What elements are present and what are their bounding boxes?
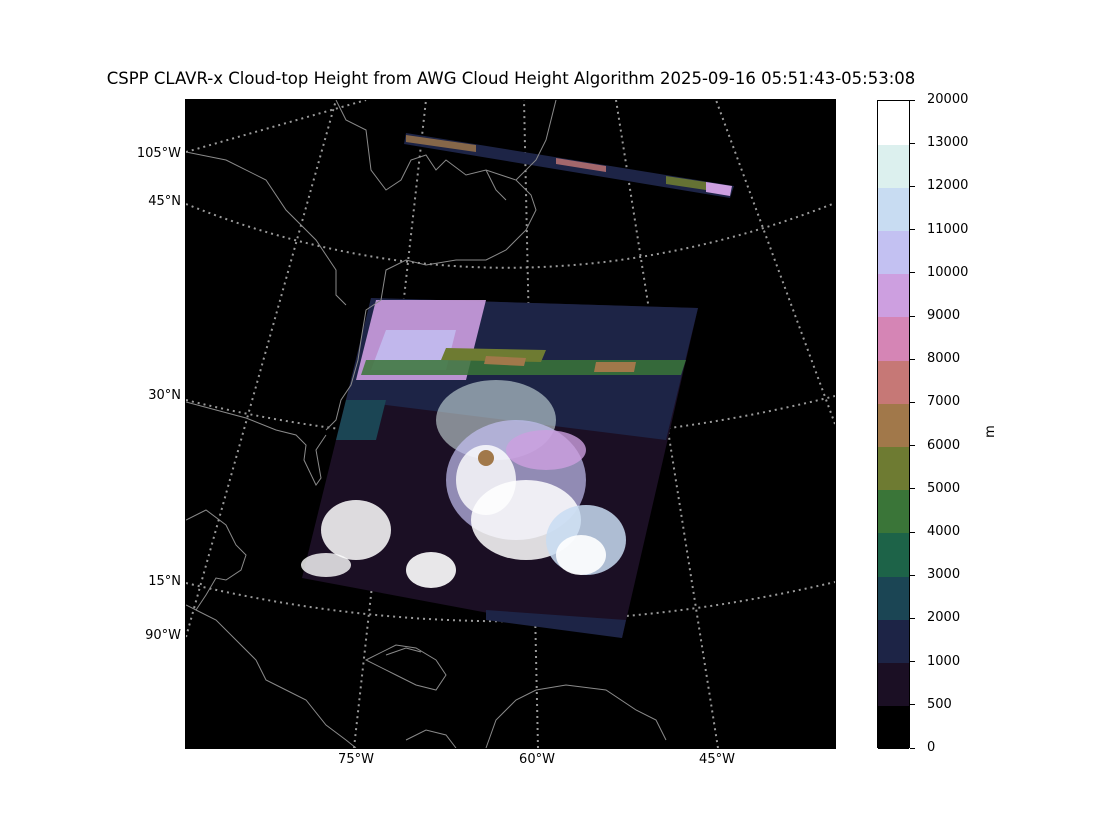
colorbar-tick xyxy=(910,531,915,533)
swath-main xyxy=(301,298,698,638)
meridian-30w xyxy=(715,100,835,425)
colorbar-bin xyxy=(878,403,909,448)
lon-label-105w: 105°W xyxy=(136,146,181,161)
parallel-45n xyxy=(186,202,835,269)
colorbar-bin xyxy=(878,619,909,664)
lon-label-45w: 45°W xyxy=(699,752,735,767)
colorbar-tick-label: 500 xyxy=(927,696,952,712)
colorbar-tick xyxy=(910,99,915,101)
colorbar-tick-label: 0 xyxy=(927,740,936,755)
colorbar-tick-label: 9000 xyxy=(927,308,961,323)
colorbar-tick-label: 1000 xyxy=(927,653,961,669)
colorbar-bin xyxy=(878,230,909,275)
colorbar-tick xyxy=(910,185,915,187)
lat-label-30n: 30°N xyxy=(148,388,181,403)
map-canvas xyxy=(186,100,835,748)
lon-label-75w: 75°W xyxy=(338,752,374,767)
colorbar-tick-label: 6000 xyxy=(927,437,961,453)
colorbar-bin xyxy=(878,533,909,577)
colorbar-tick-label: 11000 xyxy=(927,221,969,237)
colorbar-bin xyxy=(878,489,909,534)
colorbar-bin xyxy=(878,144,909,188)
colorbar-bin xyxy=(878,662,909,707)
colorbar-bin xyxy=(878,101,909,145)
colorbar-tick xyxy=(910,229,915,231)
colorbar-tick xyxy=(910,574,915,576)
meridian-105w xyxy=(186,100,367,153)
colorbar-bin xyxy=(878,360,909,404)
colorbar-tick xyxy=(910,704,915,706)
colorbar-bin xyxy=(878,273,909,318)
chart-title: CSPP CLAVR-x Cloud-top Height from AWG C… xyxy=(106,69,916,88)
swath-strip-north xyxy=(404,133,734,198)
colorbar-tick-label: 8000 xyxy=(927,351,961,367)
colorbar-tick xyxy=(910,488,915,490)
colorbar-tick-label: 4000 xyxy=(927,524,961,539)
colorbar-tick xyxy=(910,747,915,749)
colorbar xyxy=(877,100,910,750)
colorbar-tick xyxy=(910,445,915,447)
colorbar-tick-label: 10000 xyxy=(927,264,969,280)
colorbar-tick-label: 12000 xyxy=(927,178,969,194)
lon-label-60w: 60°W xyxy=(519,752,555,767)
colorbar-tick-label: 3000 xyxy=(927,567,961,583)
colorbar-tick-label: 20000 xyxy=(927,92,969,107)
colorbar-bin xyxy=(878,446,909,491)
lat-label-15n: 15°N xyxy=(148,574,181,589)
colorbar-tick xyxy=(910,315,915,317)
colorbar-bin xyxy=(878,317,909,361)
colorbar-tick xyxy=(910,272,915,274)
colorbar-bin xyxy=(878,187,909,232)
colorbar-tick xyxy=(910,661,915,663)
colorbar-tick xyxy=(910,142,915,144)
colorbar-unit-label: m xyxy=(982,425,998,438)
colorbar-tick-label: 5000 xyxy=(927,480,961,496)
coastlines xyxy=(186,100,667,748)
colorbar-tick-label: 2000 xyxy=(927,610,961,626)
colorbar-tick-label: 13000 xyxy=(927,135,969,151)
map-panel[interactable] xyxy=(185,99,836,749)
meridian-45w xyxy=(615,100,719,748)
colorbar-tick-label: 7000 xyxy=(927,394,961,410)
lat-label-45n: 45°N xyxy=(148,194,181,209)
colorbar-tick xyxy=(910,617,915,619)
colorbar-tick xyxy=(910,401,915,403)
colorbar-bin xyxy=(878,705,909,750)
lon-label-90w: 90°W xyxy=(145,628,181,643)
colorbar-bin xyxy=(878,576,909,620)
colorbar-tick xyxy=(910,358,915,360)
